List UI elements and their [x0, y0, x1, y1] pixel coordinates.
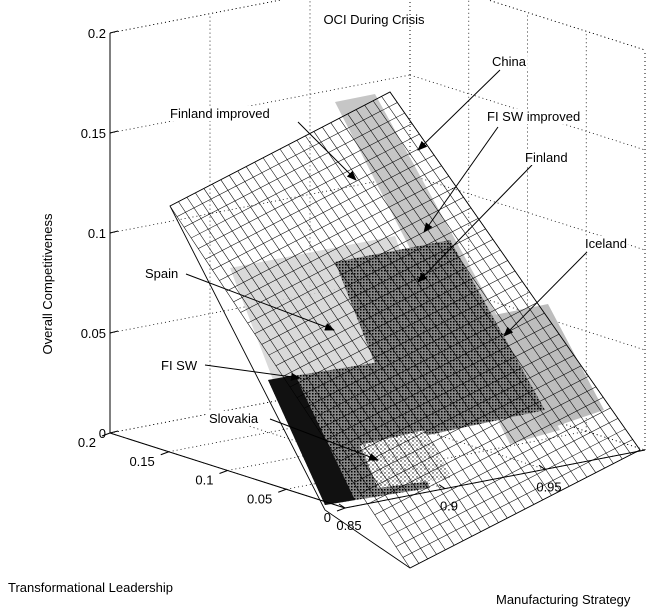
mesh-line	[353, 365, 582, 484]
mesh-line	[247, 207, 472, 324]
mesh-line	[191, 123, 413, 239]
mesh-line	[332, 333, 560, 452]
y-grid-line	[109, 374, 411, 434]
z-grid-line	[109, 0, 283, 34]
z-tick-label: 0	[99, 426, 106, 441]
axes	[101, 30, 646, 512]
annotation-arrow	[269, 418, 379, 461]
annotation-label: Slovakia	[209, 411, 259, 426]
mesh-line	[198, 133, 420, 249]
annotation-label: FI SW improved	[487, 109, 580, 124]
mesh-line	[261, 228, 486, 345]
x-axis-label: Manufacturing Strategy	[496, 592, 631, 607]
mesh-line	[346, 354, 574, 473]
surface-outline	[169, 91, 641, 569]
annotations: China Finland improved FI SW improved Finla…	[144, 54, 628, 461]
region-slovakia	[360, 430, 452, 488]
y-tick-label: 0.15	[129, 454, 154, 469]
y-tick-label: 0	[324, 510, 331, 525]
z-tick-label: 0.15	[81, 126, 106, 141]
mesh-line	[205, 144, 427, 260]
mesh-line	[282, 260, 508, 377]
surface-mesh	[169, 91, 641, 569]
z-tick-label: 0.2	[88, 26, 106, 41]
y-tick	[219, 470, 228, 474]
x-tick	[438, 484, 446, 490]
annotation-arrow	[297, 121, 357, 181]
y-tick-label: 0.1	[195, 473, 213, 488]
mesh-line	[296, 281, 523, 398]
box-edge	[487, 0, 646, 51]
annotation-label: Iceland	[585, 236, 627, 251]
annotation: Finland	[417, 150, 569, 283]
mesh-line	[268, 239, 494, 356]
z-tick-label: 0.05	[81, 326, 106, 341]
mesh-line	[339, 344, 567, 462]
mesh-line	[226, 175, 449, 292]
annotation: Spain	[144, 266, 335, 331]
mesh-line	[303, 291, 530, 409]
mesh-line	[402, 439, 633, 558]
x-tick-label: 0.85	[336, 518, 361, 533]
mesh-line	[360, 376, 589, 494]
y-tick	[101, 432, 111, 437]
z-grid-line	[487, 0, 646, 51]
annotation-arrow	[204, 364, 301, 381]
mesh-line	[183, 112, 405, 228]
x-tick	[338, 503, 346, 509]
mesh-line	[381, 407, 611, 526]
annotation-label: China	[492, 54, 527, 69]
annotation-arrow	[417, 164, 533, 283]
x-tick-label: 0.95	[536, 479, 561, 494]
x-axis-line	[344, 449, 646, 509]
x-tick	[538, 464, 546, 470]
region-fi-sw-edge	[268, 375, 355, 505]
mesh-line	[275, 249, 501, 366]
mesh-line	[176, 102, 398, 217]
annotation-arrow	[185, 273, 335, 331]
annotation: China	[417, 54, 528, 151]
annotation-arrow	[503, 251, 588, 337]
annotation: Slovakia	[208, 411, 379, 461]
annotation: Iceland	[503, 236, 628, 337]
mesh-line	[233, 186, 457, 303]
z-axis-label: Overall Competitiveness	[40, 213, 55, 354]
z-tick	[109, 330, 119, 334]
z-grid-line	[109, 74, 411, 134]
annotation: Finland improved	[169, 106, 357, 181]
y-axis-label: Transformational Leadership	[8, 580, 173, 595]
y-tick	[160, 451, 169, 456]
chart-title: OCI During Crisis	[323, 12, 425, 27]
annotation-label: Finland improved	[170, 106, 270, 121]
y-tick	[278, 488, 287, 493]
annotation: FI SW improved	[423, 109, 582, 233]
z-tick	[109, 430, 119, 434]
z-tick	[109, 230, 119, 234]
mesh-line	[367, 386, 597, 505]
annotation-label: FI SW	[161, 358, 198, 373]
x-tick-labels: 0.85 0.9 0.95	[336, 479, 561, 533]
mesh-line	[311, 302, 538, 420]
mesh-line	[240, 197, 464, 313]
mesh-line	[219, 165, 442, 281]
x-tick-label: 0.9	[440, 499, 458, 514]
mesh-line	[212, 154, 435, 271]
annotation-label: Finland	[525, 150, 568, 165]
annotation-label: Spain	[145, 266, 178, 281]
annotation-arrow	[417, 69, 501, 151]
y-tick-label: 0.2	[78, 435, 96, 450]
annotation: FI SW	[160, 358, 301, 381]
z-tick-label: 0.1	[88, 226, 106, 241]
mesh-line	[325, 323, 552, 441]
y-tick-labels: 0 0.05 0.1 0.15 0.2	[78, 435, 331, 525]
z-tick	[109, 30, 119, 34]
y-tick-label: 0.05	[247, 491, 272, 506]
z-tick	[109, 130, 119, 134]
mesh-line	[395, 428, 626, 547]
y-tick	[336, 507, 346, 512]
annotation-arrow	[423, 126, 499, 233]
z-tick-labels: 0 0.05 0.1 0.15 0.2	[81, 26, 106, 441]
mesh-line	[289, 270, 516, 388]
